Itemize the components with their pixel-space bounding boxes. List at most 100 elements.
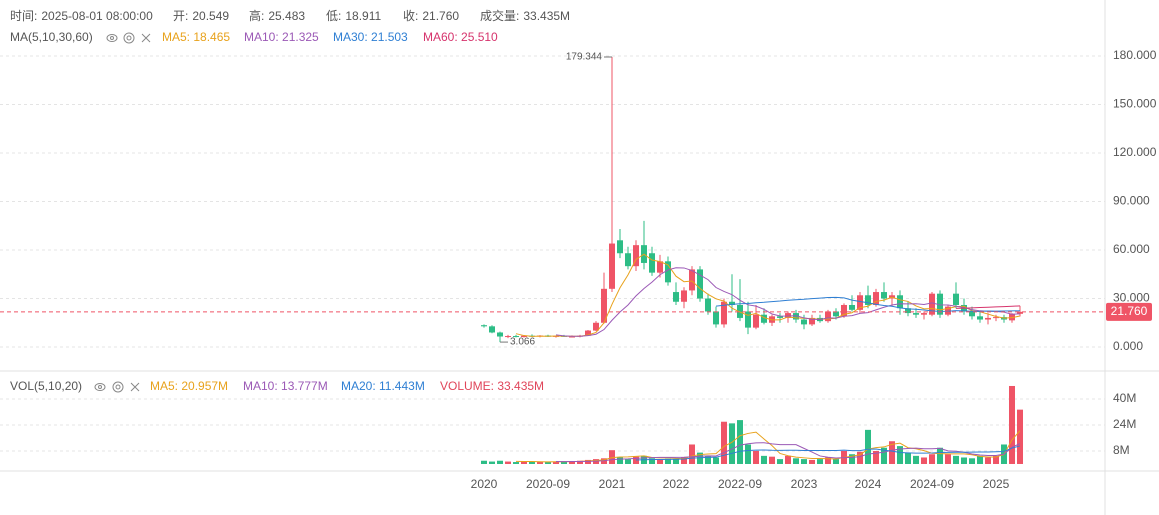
candle-body	[657, 261, 663, 273]
vol-legend: VOLUME: 33.435M	[440, 379, 544, 393]
candle-body	[585, 330, 591, 336]
y-tick-label: 60.000	[1113, 242, 1150, 256]
candle-body	[489, 326, 495, 333]
volume-bar	[505, 461, 511, 464]
header-item: 开: 20.549	[173, 9, 229, 23]
volume-bar	[737, 420, 743, 464]
header-value: 18.911	[345, 9, 381, 23]
volume-bar	[929, 454, 935, 464]
candle-body	[745, 311, 751, 328]
candle-body	[921, 313, 927, 315]
ma-line	[515, 253, 1021, 337]
candle-body	[593, 322, 599, 331]
x-tick-label: 2021	[599, 477, 626, 491]
candle-body	[897, 295, 903, 309]
volume-bar	[657, 459, 663, 464]
header-item: 时间: 2025-08-01 08:00:00	[10, 9, 153, 23]
vol-legend: MA20: 11.443M	[341, 379, 425, 393]
volume-bar	[985, 457, 991, 464]
candle-body	[513, 336, 519, 338]
candle-body	[945, 306, 951, 315]
volume-bar	[705, 455, 711, 464]
candle-body	[521, 335, 527, 338]
candle-body	[729, 301, 735, 305]
vol-legend: MA10: 13.777M	[243, 379, 328, 393]
volume-bar	[897, 446, 903, 464]
candle-body	[665, 261, 671, 283]
candle-body	[689, 269, 695, 291]
volume-bar	[521, 461, 527, 464]
candle-body	[881, 292, 887, 299]
volume-bar	[913, 455, 919, 464]
volume-bar	[609, 450, 615, 464]
volume-bar	[905, 452, 911, 464]
volume-bar	[513, 462, 519, 464]
header-label: 开:	[173, 9, 188, 23]
volume-bar	[777, 459, 783, 464]
candle-body	[825, 311, 831, 322]
last-price-tag	[1106, 302, 1152, 321]
candle-body	[761, 314, 767, 323]
vol-ma-line	[515, 430, 1021, 463]
y-tick-label: 30.000	[1113, 291, 1150, 305]
candle-body	[849, 304, 855, 310]
volume-bar	[689, 444, 695, 464]
candle-body	[913, 313, 919, 315]
volume-bar	[545, 462, 551, 464]
volume-bar	[585, 459, 591, 464]
volume-bar	[945, 454, 951, 464]
candle-body	[713, 311, 719, 325]
candle-body	[601, 288, 607, 323]
y-tick-label: 150.000	[1113, 97, 1157, 111]
header-value: 25.483	[268, 9, 305, 23]
volume-bar	[817, 459, 823, 464]
candle-body	[633, 245, 639, 267]
volume-bar	[961, 457, 967, 464]
candle-body	[785, 313, 791, 318]
volume-bar	[881, 447, 887, 464]
volume-bar	[833, 459, 839, 464]
x-tick-label: 2025	[983, 477, 1010, 491]
candle-body	[625, 253, 631, 267]
candle-body	[569, 336, 575, 338]
candle-body	[753, 314, 759, 328]
candle-body	[929, 293, 935, 315]
volume-bar	[969, 458, 975, 464]
volume-bar	[953, 455, 959, 464]
header-value: 33.435M	[523, 9, 570, 23]
volume-bar	[865, 429, 871, 464]
y-tick-label: 0.000	[1113, 339, 1143, 353]
max-label: 179.344	[566, 52, 603, 63]
ma-legend: MA10: 21.325	[244, 30, 319, 44]
candle-body	[505, 336, 511, 338]
ma-line	[955, 305, 1021, 309]
volume-bar	[633, 456, 639, 464]
volume-bar	[625, 459, 631, 464]
candle-body	[857, 295, 863, 310]
volume-bar	[665, 458, 671, 464]
volume-bar	[857, 451, 863, 464]
candle-body	[953, 293, 959, 305]
header-label: 时间:	[10, 9, 37, 23]
x-tick-label: 2024	[855, 477, 882, 491]
volume-bar	[729, 423, 735, 464]
header-item: 收: 21.760	[403, 9, 459, 23]
min-label: 3.066	[510, 337, 535, 348]
volume-bar	[761, 455, 767, 464]
volume-bar	[809, 459, 815, 464]
x-tick-label: 2020-09	[526, 477, 570, 491]
ma-legend: MA30: 21.503	[333, 30, 408, 44]
ma-title: MA(5,10,30,60)	[10, 30, 93, 44]
volume-bar	[1009, 385, 1015, 464]
candle-body	[833, 311, 839, 317]
candle-body	[977, 316, 983, 320]
candle-body	[793, 313, 799, 320]
vol-tick-label: 8M	[1113, 443, 1130, 457]
candle-body	[905, 308, 911, 314]
header-item: 成交量: 33.435M	[480, 8, 570, 23]
candle-body	[809, 317, 815, 325]
header-label: 收:	[403, 9, 418, 23]
ma-line	[555, 267, 1021, 337]
y-tick-label: 180.000	[1113, 48, 1157, 62]
